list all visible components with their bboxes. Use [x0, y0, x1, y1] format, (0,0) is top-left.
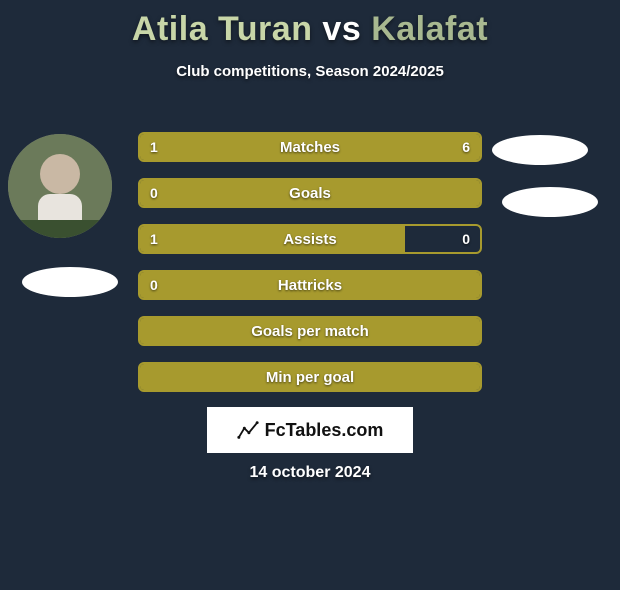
player1-badge — [22, 267, 118, 297]
page-title: Atila Turan vs Kalafat — [0, 10, 620, 49]
stat-row: Hattricks0 — [138, 270, 482, 300]
stat-row: Goals0 — [138, 178, 482, 208]
bar-fill-right — [140, 318, 480, 344]
bar-fill-right — [140, 272, 480, 298]
fctables-logo: FcTables.com — [207, 407, 413, 453]
subtitle: Club competitions, Season 2024/2025 — [0, 63, 620, 80]
stat-row: Min per goal — [138, 362, 482, 392]
player1-avatar — [8, 134, 112, 238]
bar-fill-right — [201, 134, 480, 160]
bar-fill-right — [140, 364, 480, 390]
avatar-placeholder-icon — [8, 134, 112, 238]
player2-name: Kalafat — [371, 10, 488, 48]
stat-value-right: 0 — [452, 226, 480, 252]
player2-badge-1 — [492, 135, 588, 165]
chart-icon — [237, 419, 259, 441]
logo-text: FcTables.com — [265, 420, 384, 441]
player1-name: Atila Turan — [132, 10, 313, 48]
stats-bars: Matches16 Goals0 Assists10 Hattricks0 Goals … — [138, 132, 482, 408]
bar-fill-left — [140, 226, 405, 252]
stat-row: Matches16 — [138, 132, 482, 162]
stat-row: Assists10 — [138, 224, 482, 254]
bar-fill-left — [140, 134, 201, 160]
player2-badge-2 — [502, 187, 598, 217]
stat-row: Goals per match — [138, 316, 482, 346]
vs-text: vs — [322, 10, 361, 48]
date-text: 14 october 2024 — [0, 464, 620, 482]
bar-fill-right — [140, 180, 480, 206]
